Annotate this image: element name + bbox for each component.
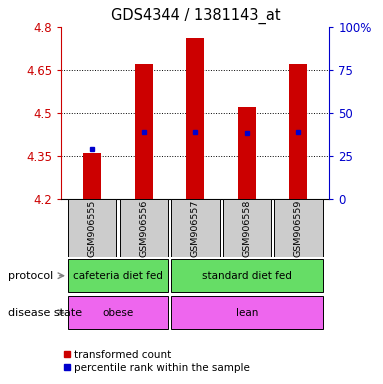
Bar: [83, 153, 101, 199]
Bar: [68, 296, 168, 329]
Bar: [68, 259, 168, 292]
Text: GSM906558: GSM906558: [242, 199, 251, 257]
Text: protocol: protocol: [8, 271, 53, 281]
Bar: [171, 296, 323, 329]
Bar: [238, 107, 256, 199]
Bar: [186, 38, 205, 199]
Bar: [171, 259, 323, 292]
Text: GSM906556: GSM906556: [139, 199, 148, 257]
Bar: [274, 199, 323, 257]
Text: obese: obese: [102, 308, 134, 318]
Text: GSM906555: GSM906555: [88, 199, 97, 257]
Text: cafeteria diet fed: cafeteria diet fed: [73, 271, 163, 281]
Text: disease state: disease state: [8, 308, 82, 318]
Bar: [171, 199, 219, 257]
Bar: [290, 64, 308, 199]
Bar: [223, 199, 271, 257]
Text: GSM906557: GSM906557: [191, 199, 200, 257]
Text: standard diet fed: standard diet fed: [202, 271, 292, 281]
Legend: transformed count, percentile rank within the sample: transformed count, percentile rank withi…: [59, 346, 254, 377]
Text: GSM906559: GSM906559: [294, 199, 303, 257]
Bar: [119, 199, 168, 257]
Title: GDS4344 / 1381143_at: GDS4344 / 1381143_at: [111, 8, 280, 24]
Bar: [68, 199, 116, 257]
Bar: [135, 64, 153, 199]
Text: lean: lean: [236, 308, 258, 318]
